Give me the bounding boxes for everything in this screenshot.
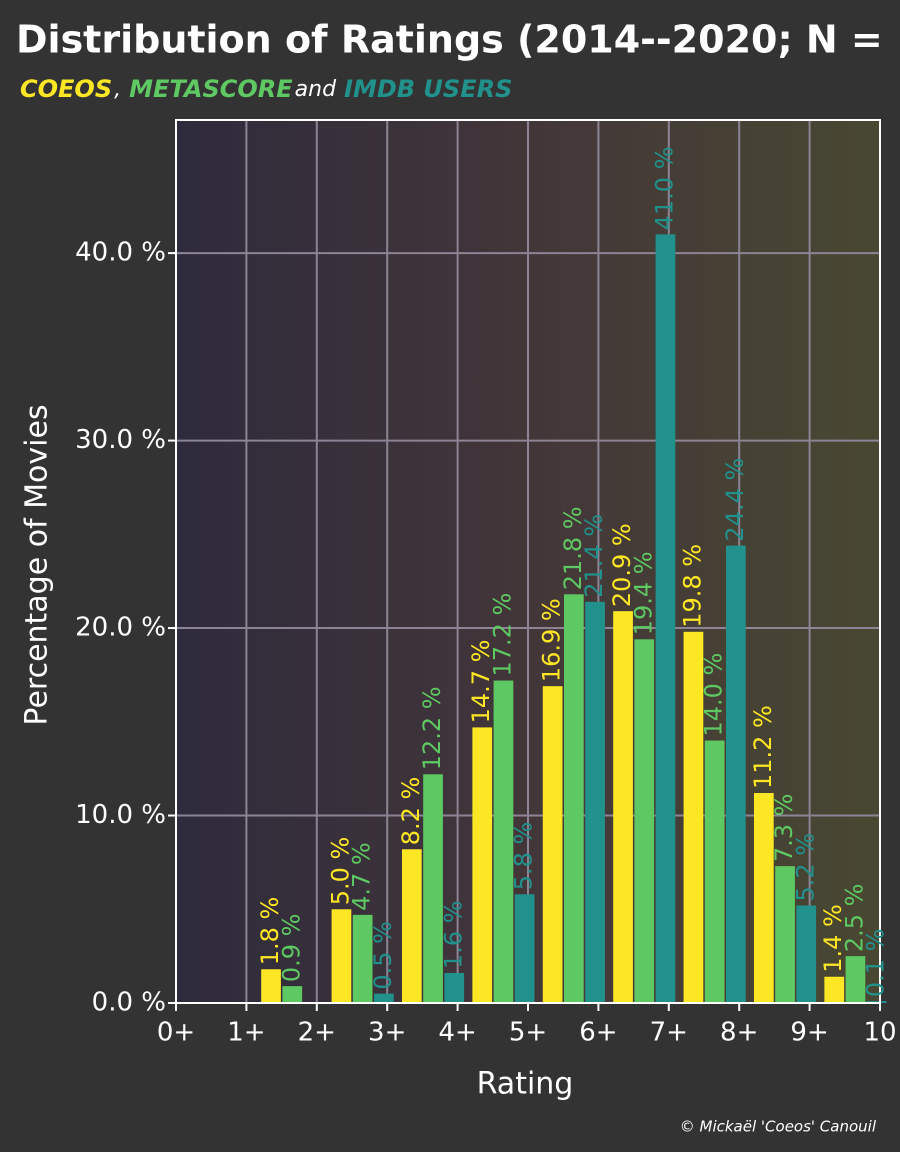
bar bbox=[423, 774, 443, 1003]
y-tick-label: 40.0 % bbox=[75, 238, 166, 268]
bar bbox=[585, 601, 605, 1003]
bar bbox=[704, 740, 725, 1003]
data-label: 21.4 % bbox=[580, 514, 608, 598]
x-tick-label: 2+ bbox=[298, 1018, 336, 1048]
x-axis-label: Rating bbox=[477, 1067, 574, 1102]
x-tick-label: 1+ bbox=[227, 1018, 265, 1048]
data-label: 8.2 % bbox=[397, 777, 425, 846]
data-label: 0.5 % bbox=[369, 921, 397, 990]
data-label: 7.3 % bbox=[770, 794, 798, 863]
y-tick-label: 20.0 % bbox=[75, 613, 166, 643]
data-label: 21.8 % bbox=[559, 506, 587, 590]
legend-entry: METASCORE bbox=[129, 75, 293, 103]
x-tick-label: 6+ bbox=[579, 1018, 617, 1048]
bar bbox=[514, 894, 535, 1003]
x-tick-label: 9+ bbox=[790, 1018, 828, 1048]
bar bbox=[563, 594, 584, 1003]
bar bbox=[775, 866, 795, 1003]
y-tick-label: 0.0 % bbox=[92, 988, 166, 1018]
data-label: 41.0 % bbox=[650, 146, 678, 230]
credit: © Mickaël 'Coeos' Canouil bbox=[680, 1118, 877, 1136]
data-label: 1.8 % bbox=[256, 897, 284, 966]
data-label: 19.8 % bbox=[678, 544, 706, 628]
data-label: 2.5 % bbox=[840, 884, 868, 953]
legend-separator: and bbox=[295, 77, 337, 102]
data-label: 11.2 % bbox=[749, 705, 777, 789]
bar bbox=[261, 969, 281, 1003]
x-tick-label: 7+ bbox=[650, 1018, 688, 1048]
bar bbox=[331, 909, 352, 1003]
data-label: 14.7 % bbox=[467, 640, 495, 724]
bar bbox=[634, 639, 655, 1003]
y-tick-label: 10.0 % bbox=[75, 800, 166, 830]
bar bbox=[845, 956, 866, 1003]
bar bbox=[824, 976, 845, 1003]
y-tick-label: 30.0 % bbox=[75, 425, 166, 455]
bar bbox=[542, 686, 563, 1003]
y-axis-label: Percentage of Movies bbox=[20, 404, 55, 725]
chart-title: Distribution of Ratings (2014--2020; N = bbox=[16, 18, 883, 62]
bar bbox=[352, 914, 373, 1003]
bar bbox=[472, 727, 493, 1003]
data-label: 16.9 % bbox=[538, 598, 566, 682]
data-label: 20.9 % bbox=[608, 523, 636, 607]
data-label: 5.0 % bbox=[326, 837, 354, 906]
bar bbox=[796, 905, 817, 1003]
legend-entry: IMDB USERS bbox=[344, 75, 512, 103]
x-tick-label: 0+ bbox=[157, 1018, 195, 1048]
legend-entry: COEOS bbox=[20, 75, 112, 103]
data-label: 4.7 % bbox=[348, 842, 376, 911]
bar bbox=[683, 631, 704, 1003]
bar bbox=[726, 545, 746, 1003]
data-label: 14.0 % bbox=[700, 653, 728, 737]
x-tick-label: 5+ bbox=[509, 1018, 547, 1048]
data-label: 12.2 % bbox=[418, 686, 446, 770]
data-label: 24.4 % bbox=[721, 458, 749, 542]
data-label: 17.2 % bbox=[488, 593, 516, 677]
plot-frame bbox=[175, 119, 881, 1004]
bar bbox=[655, 234, 676, 1003]
x-tick-label: 10 bbox=[863, 1018, 896, 1048]
bar bbox=[753, 793, 774, 1003]
bar bbox=[401, 849, 422, 1003]
data-label: 1.6 % bbox=[439, 900, 467, 969]
x-tick-label: 8+ bbox=[720, 1018, 758, 1048]
bar bbox=[374, 993, 394, 1003]
data-label: 5.2 % bbox=[791, 833, 819, 902]
data-label: 0.1 % bbox=[862, 929, 890, 998]
legend-separator: , bbox=[114, 77, 121, 102]
bar bbox=[444, 973, 465, 1003]
bar bbox=[613, 611, 633, 1003]
bar bbox=[493, 680, 514, 1003]
bar bbox=[282, 986, 303, 1003]
data-label: 5.8 % bbox=[510, 822, 538, 891]
data-label: 19.4 % bbox=[629, 551, 657, 635]
x-tick-label: 3+ bbox=[368, 1018, 406, 1048]
data-label: 0.9 % bbox=[277, 914, 305, 983]
data-label: 1.4 % bbox=[819, 904, 847, 973]
x-tick-label: 4+ bbox=[438, 1018, 476, 1048]
